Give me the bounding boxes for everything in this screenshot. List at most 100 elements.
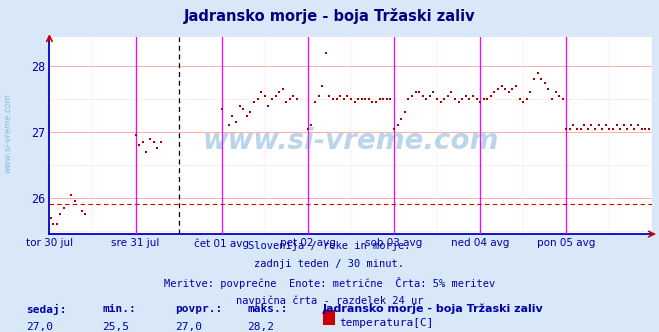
Point — [644, 126, 654, 131]
Point — [360, 96, 370, 102]
Point — [597, 126, 608, 131]
Point — [633, 123, 643, 128]
Point — [69, 199, 80, 204]
Point — [493, 87, 503, 92]
Point — [385, 96, 395, 102]
Point — [622, 126, 633, 131]
Point — [313, 93, 324, 98]
Point — [339, 96, 349, 102]
Point — [407, 93, 417, 98]
Point — [514, 96, 525, 102]
Point — [367, 100, 378, 105]
Point — [349, 100, 360, 105]
Point — [392, 123, 403, 128]
Point — [503, 90, 514, 95]
Point — [223, 123, 234, 128]
Point — [324, 93, 335, 98]
Point — [637, 126, 647, 131]
Point — [518, 100, 529, 105]
Point — [252, 96, 263, 102]
Point — [256, 90, 266, 95]
Point — [55, 211, 65, 217]
Point — [156, 139, 166, 144]
Text: min.:: min.: — [102, 304, 136, 314]
Point — [532, 70, 543, 75]
Text: Slovenija / reke in morje.: Slovenija / reke in morje. — [248, 241, 411, 251]
Point — [586, 123, 596, 128]
Point — [428, 90, 439, 95]
Point — [550, 90, 561, 95]
Point — [640, 126, 650, 131]
Point — [396, 116, 407, 122]
Point — [353, 96, 363, 102]
Text: 27,0: 27,0 — [26, 322, 53, 332]
Point — [227, 113, 238, 118]
Point — [590, 126, 600, 131]
Point — [141, 149, 152, 154]
Point — [558, 96, 568, 102]
Point — [529, 77, 539, 82]
Point — [543, 87, 554, 92]
Point — [572, 126, 583, 131]
Point — [612, 123, 622, 128]
Text: 27,0: 27,0 — [175, 322, 202, 332]
Point — [152, 146, 162, 151]
Point — [615, 126, 625, 131]
Point — [565, 126, 575, 131]
Point — [546, 96, 557, 102]
Point — [267, 96, 277, 102]
Point — [536, 77, 546, 82]
Point — [554, 93, 564, 98]
Point — [583, 126, 593, 131]
Point — [625, 123, 636, 128]
Point — [478, 96, 489, 102]
Point — [66, 192, 76, 197]
Point — [453, 100, 464, 105]
Point — [378, 96, 389, 102]
Point — [464, 96, 474, 102]
Point — [310, 100, 320, 105]
Point — [496, 83, 507, 89]
Point — [302, 126, 313, 131]
Point — [245, 110, 256, 115]
Point — [51, 221, 62, 227]
Point — [59, 205, 69, 210]
Point — [461, 93, 471, 98]
Point — [403, 96, 414, 102]
Text: sedaj:: sedaj: — [26, 304, 67, 315]
Point — [80, 211, 90, 217]
Point — [475, 100, 486, 105]
Point — [274, 90, 285, 95]
Point — [629, 126, 640, 131]
Point — [446, 90, 457, 95]
Point — [604, 126, 615, 131]
Text: Meritve: povprečne  Enote: metrične  Črta: 5% meritev: Meritve: povprečne Enote: metrične Črta:… — [164, 277, 495, 289]
Point — [421, 96, 432, 102]
Text: navpična črta - razdelek 24 ur: navpična črta - razdelek 24 ur — [236, 295, 423, 306]
Point — [471, 96, 482, 102]
Point — [281, 100, 291, 105]
Point — [511, 83, 521, 89]
Point — [600, 123, 611, 128]
Text: Jadransko morje - boja Tržaski zaliv: Jadransko morje - boja Tržaski zaliv — [184, 8, 475, 24]
Point — [231, 120, 241, 125]
Text: www.si-vreme.com: www.si-vreme.com — [3, 93, 13, 173]
Point — [417, 93, 428, 98]
Point — [457, 96, 467, 102]
Point — [432, 96, 442, 102]
Point — [540, 80, 550, 85]
Point — [346, 96, 357, 102]
Point — [568, 123, 579, 128]
Point — [414, 90, 424, 95]
Point — [248, 100, 259, 105]
Point — [507, 87, 518, 92]
Point — [331, 96, 342, 102]
Point — [364, 96, 374, 102]
Point — [443, 93, 453, 98]
Point — [263, 103, 273, 108]
Point — [371, 100, 382, 105]
Point — [277, 87, 288, 92]
Point — [482, 96, 492, 102]
Point — [306, 123, 317, 128]
Point — [449, 96, 460, 102]
